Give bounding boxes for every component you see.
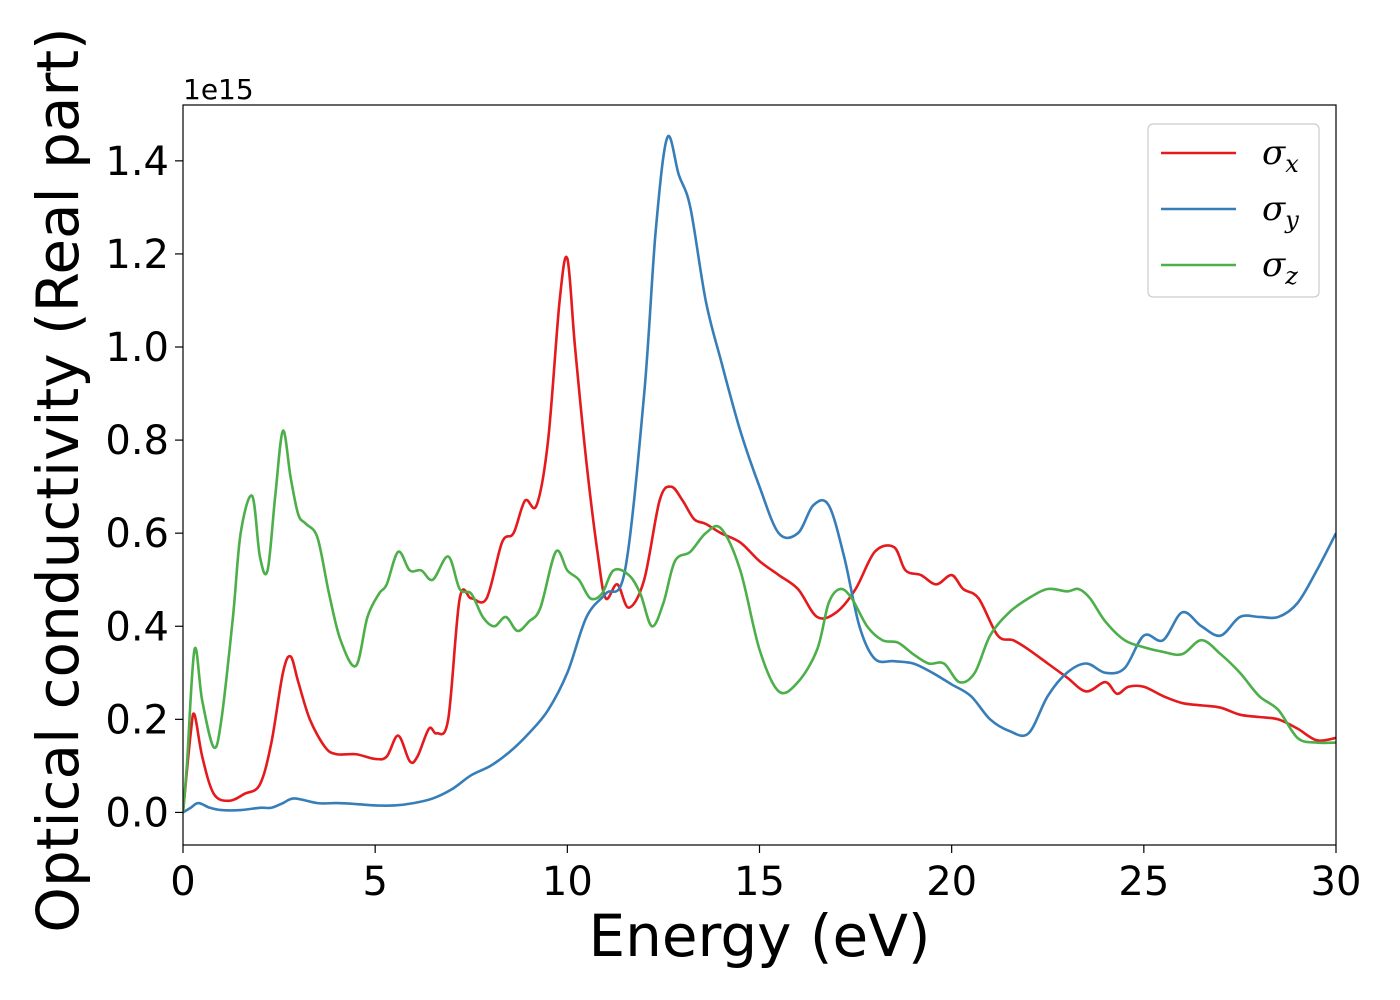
y-tick-label: 1.2	[105, 232, 169, 278]
x-tick-label: 5	[362, 859, 387, 905]
x-axis: 0 5 10 15 20 25 30	[170, 845, 1361, 905]
y-tick-label: 0.6	[105, 511, 169, 557]
y-axis-offset-label: 1e15	[183, 73, 254, 106]
x-tick-label: 10	[542, 859, 593, 905]
y-tick-label: 0.4	[105, 604, 169, 650]
x-tick-label: 25	[1118, 859, 1169, 905]
x-tick-label: 30	[1311, 859, 1362, 905]
legend-box	[1147, 123, 1320, 298]
x-tick-label: 20	[926, 859, 977, 905]
y-tick-label: 0.8	[105, 418, 169, 464]
y-tick-label: 1.0	[105, 325, 169, 371]
legend-label-y: σy	[1262, 189, 1299, 234]
y-tick-label: 0.0	[105, 790, 169, 836]
series-line-y	[183, 134, 1336, 814]
legend-label-x: σx	[1262, 133, 1299, 178]
series-layer	[183, 134, 1336, 814]
y-axis: 0.0 0.2 0.4 0.6 0.8 1.0 1.2 1.4	[105, 139, 183, 836]
y-tick-label: 0.2	[105, 697, 169, 743]
y-tick-label: 1.4	[105, 139, 169, 185]
x-tick-label: 15	[734, 859, 785, 905]
series-line-z	[183, 429, 1336, 813]
x-axis-title: Energy (eV)	[588, 902, 930, 970]
legend: σx σy σz	[1147, 123, 1320, 298]
x-tick-label: 0	[170, 859, 195, 905]
y-axis-title: Optical conductivity (Real part)	[24, 27, 92, 932]
legend-label-z: σz	[1262, 245, 1298, 290]
